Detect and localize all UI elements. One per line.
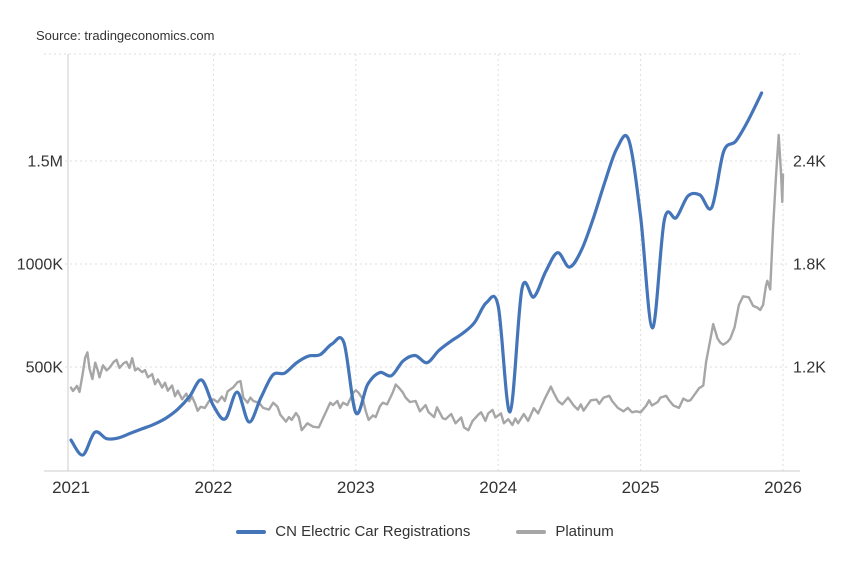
x-axis-label: 2022 (194, 478, 232, 497)
series-line-platinum (69, 133, 785, 432)
y-axis-label-right: 2.4K (793, 154, 826, 171)
x-axis-label: 2025 (622, 478, 660, 497)
y-axis-label-left: 1.5M (27, 154, 63, 171)
y-axis-label-left: 1000K (17, 257, 64, 274)
y-axis-label-left: 500K (26, 360, 64, 377)
y-axis-label-right: 1.8K (793, 257, 826, 274)
x-axis-label: 2026 (764, 478, 802, 497)
x-axis-label: 2021 (52, 478, 90, 497)
plot-area: 500K 1000K 1.5M 1.2K 1.8K 2.4K 2021 2022 2023 202… (17, 53, 826, 497)
y-axis-label-right: 1.2K (793, 360, 826, 377)
legend-label-cn: CN Electric Car Registrations (275, 523, 471, 540)
legend-swatch-blue-line (236, 529, 267, 534)
series-line-cn-electric-car-registrations (69, 91, 764, 457)
legend-swatch-gray-line (516, 529, 547, 534)
legend: CN Electric Car Registrations Platinum (0, 523, 850, 540)
legend-item-platinum[interactable]: Platinum (516, 523, 614, 540)
x-axis-label: 2023 (337, 478, 375, 497)
source-text: Source: tradingeconomics.com (36, 28, 215, 43)
legend-label-platinum: Platinum (555, 523, 614, 540)
legend-item-cn-electric-car-registrations[interactable]: CN Electric Car Registrations (236, 523, 470, 540)
x-axis-label: 2024 (479, 478, 517, 497)
